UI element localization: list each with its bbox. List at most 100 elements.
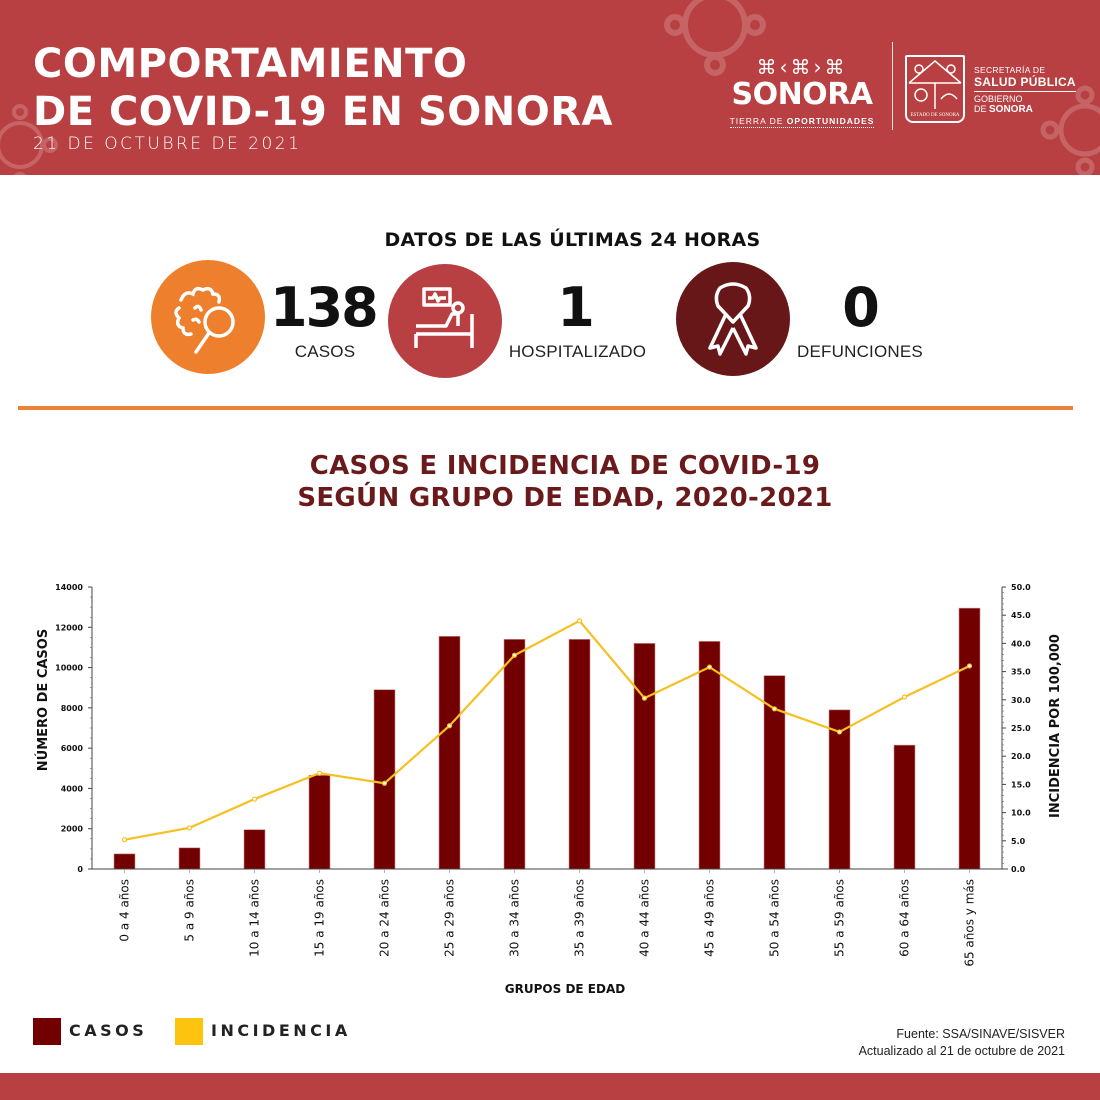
y2-tick-label-3: 15.0: [1011, 780, 1031, 789]
section-divider: [18, 406, 1073, 410]
source-note: Fuente: SSA/SINAVE/SISVER Actualizado al…: [859, 1026, 1065, 1060]
bar-2: [243, 829, 266, 870]
chart-title-line-1: CASOS E INCIDENCIA DE COVID-19: [309, 451, 821, 481]
y2-tick-label-1: 5.0: [1011, 837, 1026, 846]
y2-tick-label-2: 10.0: [1011, 809, 1031, 818]
incidence-point-8: [641, 695, 648, 701]
y2-tick-label-4: 20.0: [1011, 752, 1031, 761]
bar-3: [308, 775, 331, 870]
line-series-incidencia: [121, 618, 973, 843]
tagline-prefix: TIERRA DE: [729, 116, 787, 126]
coat-of-arms-label: ESTADO DE SONORA: [910, 113, 960, 118]
sonora-pattern-icon: ⌘‹⌘›⌘: [756, 55, 848, 79]
hospital-bed-icon: [414, 287, 474, 348]
y-tick-label-3: 6000: [61, 744, 84, 753]
y-tick-label-0: 0: [77, 865, 83, 874]
ssp-line-4-bold: SONORA: [989, 104, 1033, 115]
y2-tick-label-8: 40.0: [1011, 639, 1031, 648]
y-tick-label-2: 4000: [61, 784, 84, 793]
bar-9: [698, 641, 721, 870]
bar-4: [373, 689, 396, 870]
hospitalized-value: 1: [557, 276, 595, 339]
incidence-point-7: [576, 618, 583, 624]
header-banner: COMPORTAMIENTO DE COVID-19 EN SONORA 21 …: [0, 0, 1100, 175]
x-tick-label-2: 10 a 14 años: [248, 879, 262, 957]
sonora-logo: ⌘‹⌘›⌘ SONORA TIERRA DE OPORTUNIDADES: [722, 55, 882, 129]
ssp-line-3: GOBIERNO: [974, 94, 1023, 104]
y-tick-label-5: 10000: [55, 664, 83, 673]
ribbon-icon: [708, 282, 758, 356]
bar-series-casos: [113, 607, 981, 870]
coat-of-arms-icon: [905, 55, 965, 123]
x-tick-label-5: 25 a 29 años: [443, 879, 457, 957]
x-tick-label-13: 65 años y más: [963, 879, 977, 967]
footer-band: [0, 1073, 1100, 1100]
cases-incidence-chart: 0 2000 4000 6000 8000 10000 12000 14000 0.0 5.0 10…: [35, 583, 1063, 996]
x-tick-label-11: 55 a 59 años: [833, 879, 847, 957]
page-title: COMPORTAMIENTO DE COVID-19 EN SONORA: [33, 40, 613, 136]
incidence-point-6: [511, 652, 518, 658]
y2-tick-label-9: 45.0: [1011, 611, 1031, 620]
incidence-point-1: [186, 825, 193, 831]
bar-12: [893, 744, 916, 870]
source-line-1: Fuente: SSA/SINAVE/SISVER: [896, 1027, 1065, 1041]
ssp-line-4: DE SONORA: [974, 104, 1076, 115]
incidence-point-3: [316, 770, 323, 776]
cases-value: 138: [270, 276, 379, 339]
bar-5: [438, 636, 461, 870]
ssp-line-2: SALUD PÚBLICA: [974, 75, 1076, 92]
source-line-2: Actualizado al 21 de octubre de 2021: [858, 1044, 1065, 1058]
y2-tick-label-0: 0.0: [1011, 865, 1026, 874]
y2-axis-label: INCIDENCIA POR 100,000: [1048, 634, 1063, 818]
y2-tick-label-5: 25.0: [1011, 724, 1031, 733]
x-tick-label-7: 35 a 39 años: [573, 879, 587, 957]
title-line-1: COMPORTAMIENTO: [33, 41, 468, 87]
x-tick-label-10: 50 a 54 años: [768, 879, 782, 957]
x-tick-label-3: 15 a 19 años: [313, 879, 327, 957]
virus-decoration-icon: [664, 0, 766, 76]
cases-circle: [151, 260, 265, 374]
y-tick-label-4: 8000: [61, 704, 84, 713]
x-tick-label-6: 30 a 34 años: [508, 879, 522, 957]
tagline-bold: OPORTUNIDADES: [786, 116, 875, 126]
x-axis-label: GRUPOS DE EDAD: [505, 982, 625, 996]
virus-decoration-icon: [0, 104, 58, 175]
incidence-point-4: [381, 780, 388, 786]
incidence-point-2: [251, 796, 258, 802]
y2-tick-label-10: 50.0: [1011, 583, 1031, 592]
deaths-label: DEFUNCIONES: [797, 342, 923, 361]
y2-tick-label-7: 35.0: [1011, 668, 1031, 677]
x-tick-label-4: 20 a 24 años: [378, 879, 392, 957]
sonora-tagline: TIERRA DE OPORTUNIDADES: [729, 116, 875, 128]
ssp-logo: SECRETARÍA DE SALUD PÚBLICA GOBIERNO DE …: [974, 65, 1076, 115]
incidence-point-13: [966, 663, 973, 669]
y-tick-label-6: 12000: [55, 623, 83, 632]
x-tick-label-12: 60 a 64 años: [898, 879, 912, 957]
x-tick-label-0: 0 a 4 años: [118, 879, 132, 942]
x-tick-label-1: 5 a 9 años: [183, 879, 197, 942]
virus-magnifier-icon: [174, 286, 235, 354]
incidence-line: [124, 619, 970, 841]
virus-decoration-icon: [1040, 85, 1100, 175]
cases-label: CASOS: [294, 342, 356, 361]
ssp-line-1: SECRETARÍA DE: [974, 65, 1046, 75]
bar-13: [958, 607, 981, 870]
bar-7: [568, 639, 591, 870]
logo-divider: [892, 42, 893, 130]
deaths-value: 0: [842, 276, 880, 339]
hospitalized-circle: [388, 264, 502, 378]
y-tick-label-7: 14000: [55, 583, 83, 592]
incidence-point-10: [771, 706, 778, 712]
ssp-line-4-prefix: DE: [974, 104, 990, 114]
chart-title-line-2: SEGÚN GRUPO DE EDAD, 2020-2021: [297, 483, 833, 513]
y2-tick-label-6: 30.0: [1011, 696, 1031, 705]
chart-title: CASOS E INCIDENCIA DE COVID-19 SEGÚN GRU…: [0, 450, 1100, 514]
title-line-2: DE COVID-19 EN SONORA: [33, 89, 613, 135]
legend-label-casos: CASOS: [69, 1021, 148, 1040]
legend-swatch-incidencia: [175, 1018, 203, 1045]
y-axis-label: NÚMERO DE CASOS: [35, 629, 51, 771]
sonora-wordmark: SONORA: [731, 77, 873, 112]
stats-title: DATOS DE LAS ÚLTIMAS 24 HORAS: [384, 229, 761, 251]
bar-8: [633, 643, 656, 870]
deaths-circle: [676, 262, 790, 376]
